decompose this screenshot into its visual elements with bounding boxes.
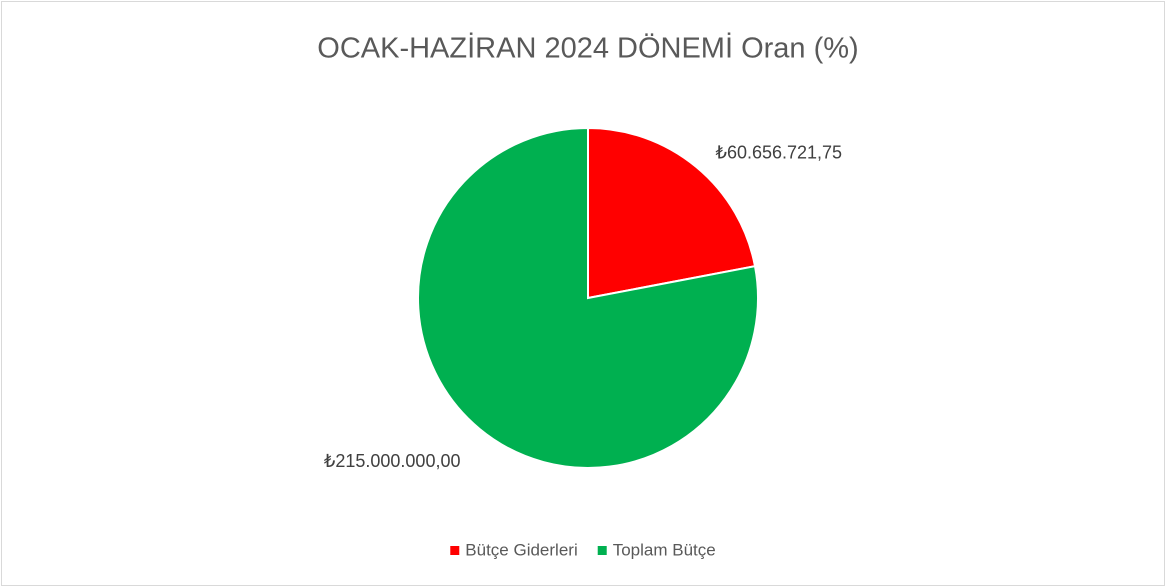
pie-slice xyxy=(587,126,757,300)
legend-swatch xyxy=(597,546,607,555)
legend-swatch xyxy=(450,546,460,555)
data-label: ₺60.656.721,75 xyxy=(716,143,843,163)
legend-label: Toplam Bütçe xyxy=(613,540,716,559)
pie-slice xyxy=(417,126,759,469)
chart-title: OCAK-HAZİRAN 2024 DÖNEMİ Oran (%) xyxy=(317,32,858,65)
data-label: ₺215.000.000,00 xyxy=(324,451,461,471)
legend-label: Bütçe Giderleri xyxy=(465,540,577,559)
